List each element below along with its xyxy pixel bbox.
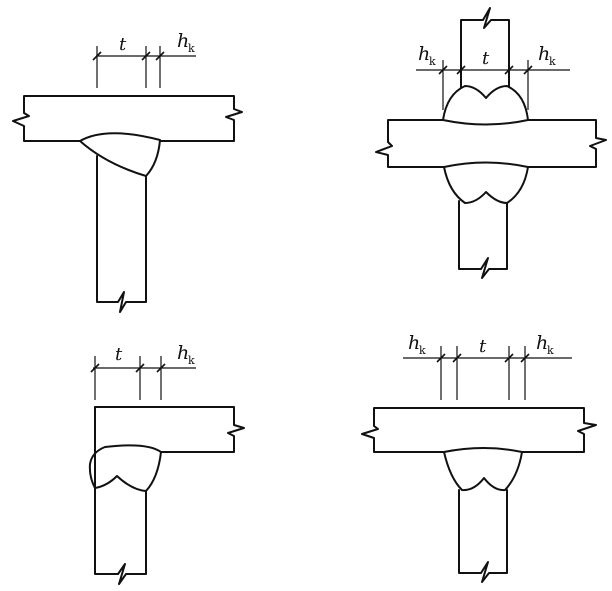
flange-plate <box>361 407 597 453</box>
label-k: k <box>188 42 195 55</box>
lower-weld-bead <box>443 161 529 204</box>
dim-tick <box>155 51 165 61</box>
flange-plate <box>375 119 607 168</box>
dim-tick <box>523 65 533 75</box>
dim-tick <box>456 65 466 75</box>
dim-tick <box>92 51 102 61</box>
weld-bead <box>88 444 162 492</box>
label-h-left: h <box>408 332 420 354</box>
label-t: t <box>482 48 490 69</box>
joint-corner-bottom-left: t h k <box>88 342 245 585</box>
label-h-right: h <box>536 332 548 354</box>
label-h-left: h <box>418 43 430 65</box>
joint-tee-bottom-right: h k t h k <box>361 332 597 583</box>
dim-tick <box>438 65 448 75</box>
web-plate <box>96 155 147 313</box>
label-k: k <box>188 354 195 367</box>
label-k-left: k <box>419 344 426 357</box>
dim-tick <box>504 65 514 75</box>
flange-plate <box>12 95 243 142</box>
label-k-right: k <box>547 344 554 357</box>
dim-tick <box>90 363 100 373</box>
flange-plate <box>94 406 245 453</box>
label-k-left: k <box>429 55 436 68</box>
web-plate <box>458 489 508 583</box>
dim-tick <box>520 353 530 363</box>
dim-tick <box>504 353 514 363</box>
label-h-right: h <box>538 43 550 65</box>
weld-bead <box>443 447 523 492</box>
label-t: t <box>119 34 127 55</box>
upper-weld-bead <box>442 85 529 126</box>
label-t: t <box>115 344 123 365</box>
dim-tick <box>141 51 151 61</box>
dim-tick <box>156 363 166 373</box>
label-k-right: k <box>549 55 556 68</box>
weld-bead <box>79 132 161 177</box>
dim-tick <box>452 353 462 363</box>
label-t: t <box>479 336 487 357</box>
lower-web-plate <box>458 200 508 279</box>
upper-web-plate <box>460 7 510 89</box>
dim-tick <box>436 353 446 363</box>
label-h: h <box>177 342 189 364</box>
joint-cruciform-top-right: h k t h k <box>375 7 607 279</box>
label-h: h <box>177 30 189 52</box>
joint-tee-top-left: t h k <box>12 30 243 313</box>
dim-tick <box>135 363 145 373</box>
web-plate <box>94 406 147 585</box>
